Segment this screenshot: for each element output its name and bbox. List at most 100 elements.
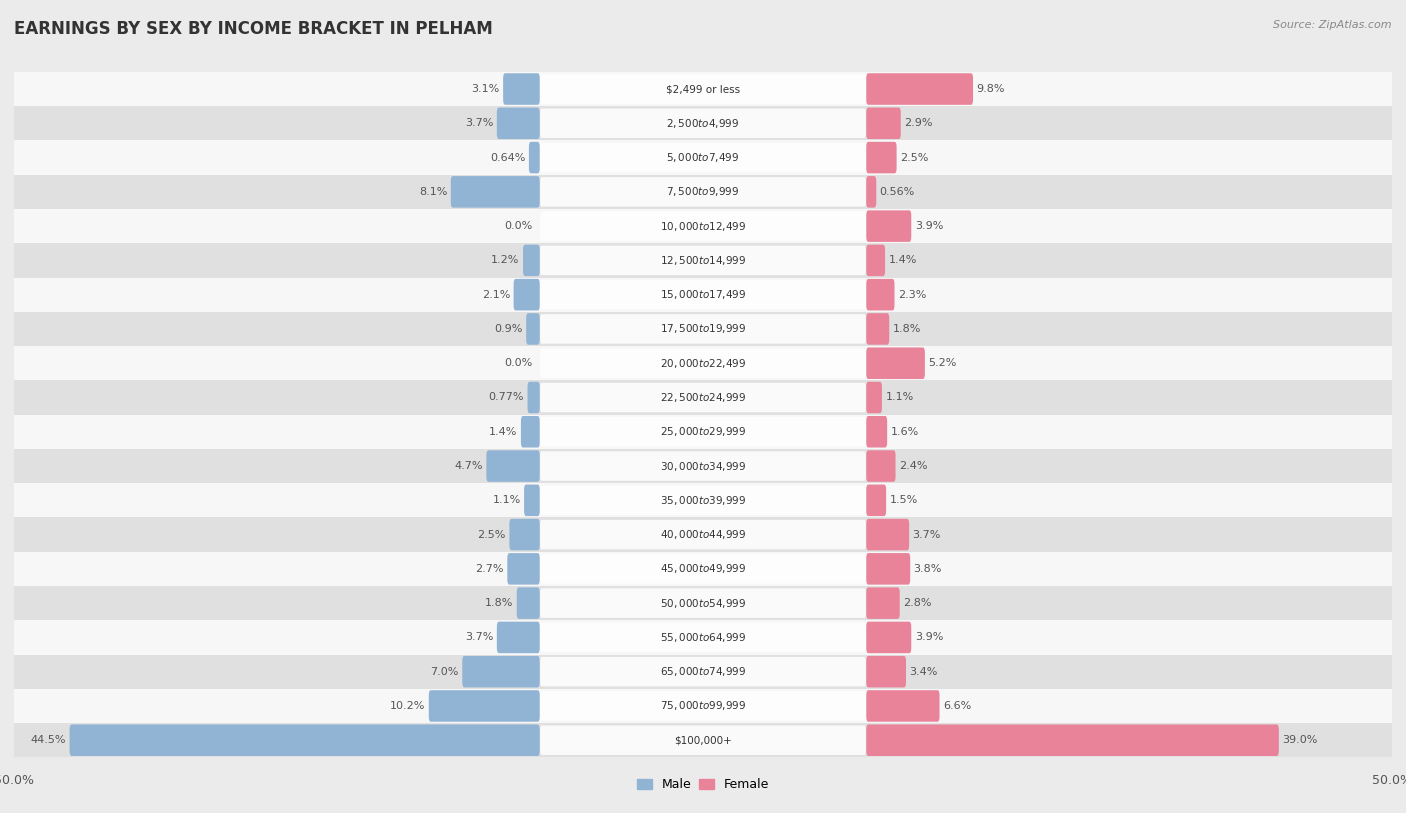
Text: 2.8%: 2.8%: [903, 598, 932, 608]
Text: 1.5%: 1.5%: [890, 495, 918, 506]
FancyBboxPatch shape: [540, 349, 866, 378]
Bar: [14, 243, 1392, 277]
FancyBboxPatch shape: [540, 383, 866, 412]
Text: 4.7%: 4.7%: [454, 461, 482, 471]
FancyBboxPatch shape: [866, 553, 910, 585]
Text: $100,000+: $100,000+: [673, 735, 733, 746]
Text: $75,000 to $99,999: $75,000 to $99,999: [659, 699, 747, 712]
Text: $20,000 to $22,499: $20,000 to $22,499: [659, 357, 747, 370]
FancyBboxPatch shape: [866, 73, 973, 105]
FancyBboxPatch shape: [866, 519, 910, 550]
Text: 2.7%: 2.7%: [475, 564, 503, 574]
Bar: [14, 415, 1392, 449]
FancyBboxPatch shape: [523, 245, 540, 276]
FancyBboxPatch shape: [866, 622, 911, 653]
FancyBboxPatch shape: [866, 279, 894, 311]
FancyBboxPatch shape: [540, 314, 866, 344]
FancyBboxPatch shape: [866, 382, 882, 413]
Text: $12,500 to $14,999: $12,500 to $14,999: [659, 254, 747, 267]
FancyBboxPatch shape: [540, 109, 866, 138]
FancyBboxPatch shape: [69, 724, 540, 756]
Bar: [14, 654, 1392, 689]
Bar: [14, 483, 1392, 517]
Text: $2,499 or less: $2,499 or less: [666, 84, 740, 94]
Bar: [14, 209, 1392, 243]
Text: 2.9%: 2.9%: [904, 119, 932, 128]
Text: 7.0%: 7.0%: [430, 667, 458, 676]
Text: 3.7%: 3.7%: [465, 119, 494, 128]
Text: 8.1%: 8.1%: [419, 187, 447, 197]
Bar: [14, 175, 1392, 209]
Text: 1.6%: 1.6%: [890, 427, 920, 437]
Text: 0.77%: 0.77%: [488, 393, 524, 402]
FancyBboxPatch shape: [866, 724, 1279, 756]
FancyBboxPatch shape: [866, 245, 884, 276]
Text: 39.0%: 39.0%: [1282, 735, 1317, 746]
FancyBboxPatch shape: [429, 690, 540, 722]
FancyBboxPatch shape: [540, 280, 866, 310]
FancyBboxPatch shape: [503, 73, 540, 105]
Text: 2.3%: 2.3%: [898, 289, 927, 300]
Bar: [14, 723, 1392, 758]
FancyBboxPatch shape: [513, 279, 540, 311]
FancyBboxPatch shape: [866, 485, 886, 516]
FancyBboxPatch shape: [866, 690, 939, 722]
FancyBboxPatch shape: [529, 141, 540, 173]
FancyBboxPatch shape: [866, 416, 887, 447]
FancyBboxPatch shape: [508, 553, 540, 585]
Text: 3.4%: 3.4%: [910, 667, 938, 676]
Text: 3.1%: 3.1%: [471, 84, 499, 94]
FancyBboxPatch shape: [866, 587, 900, 619]
FancyBboxPatch shape: [463, 656, 540, 688]
FancyBboxPatch shape: [866, 107, 901, 139]
Bar: [14, 312, 1392, 346]
FancyBboxPatch shape: [540, 691, 866, 720]
FancyBboxPatch shape: [866, 313, 889, 345]
Text: 0.56%: 0.56%: [880, 187, 915, 197]
Text: 2.4%: 2.4%: [898, 461, 928, 471]
FancyBboxPatch shape: [866, 176, 876, 207]
FancyBboxPatch shape: [540, 657, 866, 686]
Text: 3.8%: 3.8%: [914, 564, 942, 574]
Bar: [14, 141, 1392, 175]
Text: 1.4%: 1.4%: [489, 427, 517, 437]
Text: $30,000 to $34,999: $30,000 to $34,999: [659, 459, 747, 472]
Text: $10,000 to $12,499: $10,000 to $12,499: [659, 220, 747, 233]
Text: $55,000 to $64,999: $55,000 to $64,999: [659, 631, 747, 644]
Text: $22,500 to $24,999: $22,500 to $24,999: [659, 391, 747, 404]
Text: 5.2%: 5.2%: [928, 359, 956, 368]
FancyBboxPatch shape: [540, 417, 866, 446]
Text: $45,000 to $49,999: $45,000 to $49,999: [659, 563, 747, 576]
FancyBboxPatch shape: [540, 589, 866, 618]
Text: 2.5%: 2.5%: [478, 529, 506, 540]
FancyBboxPatch shape: [866, 347, 925, 379]
Text: 10.2%: 10.2%: [389, 701, 426, 711]
FancyBboxPatch shape: [540, 725, 866, 755]
Legend: Male, Female: Male, Female: [631, 773, 775, 797]
FancyBboxPatch shape: [866, 211, 911, 242]
Text: $7,500 to $9,999: $7,500 to $9,999: [666, 185, 740, 198]
Text: $35,000 to $39,999: $35,000 to $39,999: [659, 493, 747, 506]
Text: 2.5%: 2.5%: [900, 153, 928, 163]
Bar: [14, 449, 1392, 483]
Text: 1.4%: 1.4%: [889, 255, 917, 265]
Text: 1.1%: 1.1%: [492, 495, 520, 506]
FancyBboxPatch shape: [540, 485, 866, 515]
Text: Source: ZipAtlas.com: Source: ZipAtlas.com: [1274, 20, 1392, 30]
Bar: [14, 346, 1392, 380]
Text: EARNINGS BY SEX BY INCOME BRACKET IN PELHAM: EARNINGS BY SEX BY INCOME BRACKET IN PEL…: [14, 20, 494, 38]
FancyBboxPatch shape: [540, 177, 866, 207]
Bar: [14, 620, 1392, 654]
FancyBboxPatch shape: [540, 623, 866, 652]
FancyBboxPatch shape: [540, 451, 866, 480]
FancyBboxPatch shape: [540, 246, 866, 275]
Bar: [14, 107, 1392, 141]
Text: 1.8%: 1.8%: [893, 324, 921, 334]
FancyBboxPatch shape: [540, 211, 866, 241]
FancyBboxPatch shape: [496, 107, 540, 139]
Text: $17,500 to $19,999: $17,500 to $19,999: [659, 323, 747, 336]
FancyBboxPatch shape: [496, 622, 540, 653]
Text: 0.0%: 0.0%: [503, 221, 531, 231]
Text: $2,500 to $4,999: $2,500 to $4,999: [666, 117, 740, 130]
Text: 0.9%: 0.9%: [495, 324, 523, 334]
